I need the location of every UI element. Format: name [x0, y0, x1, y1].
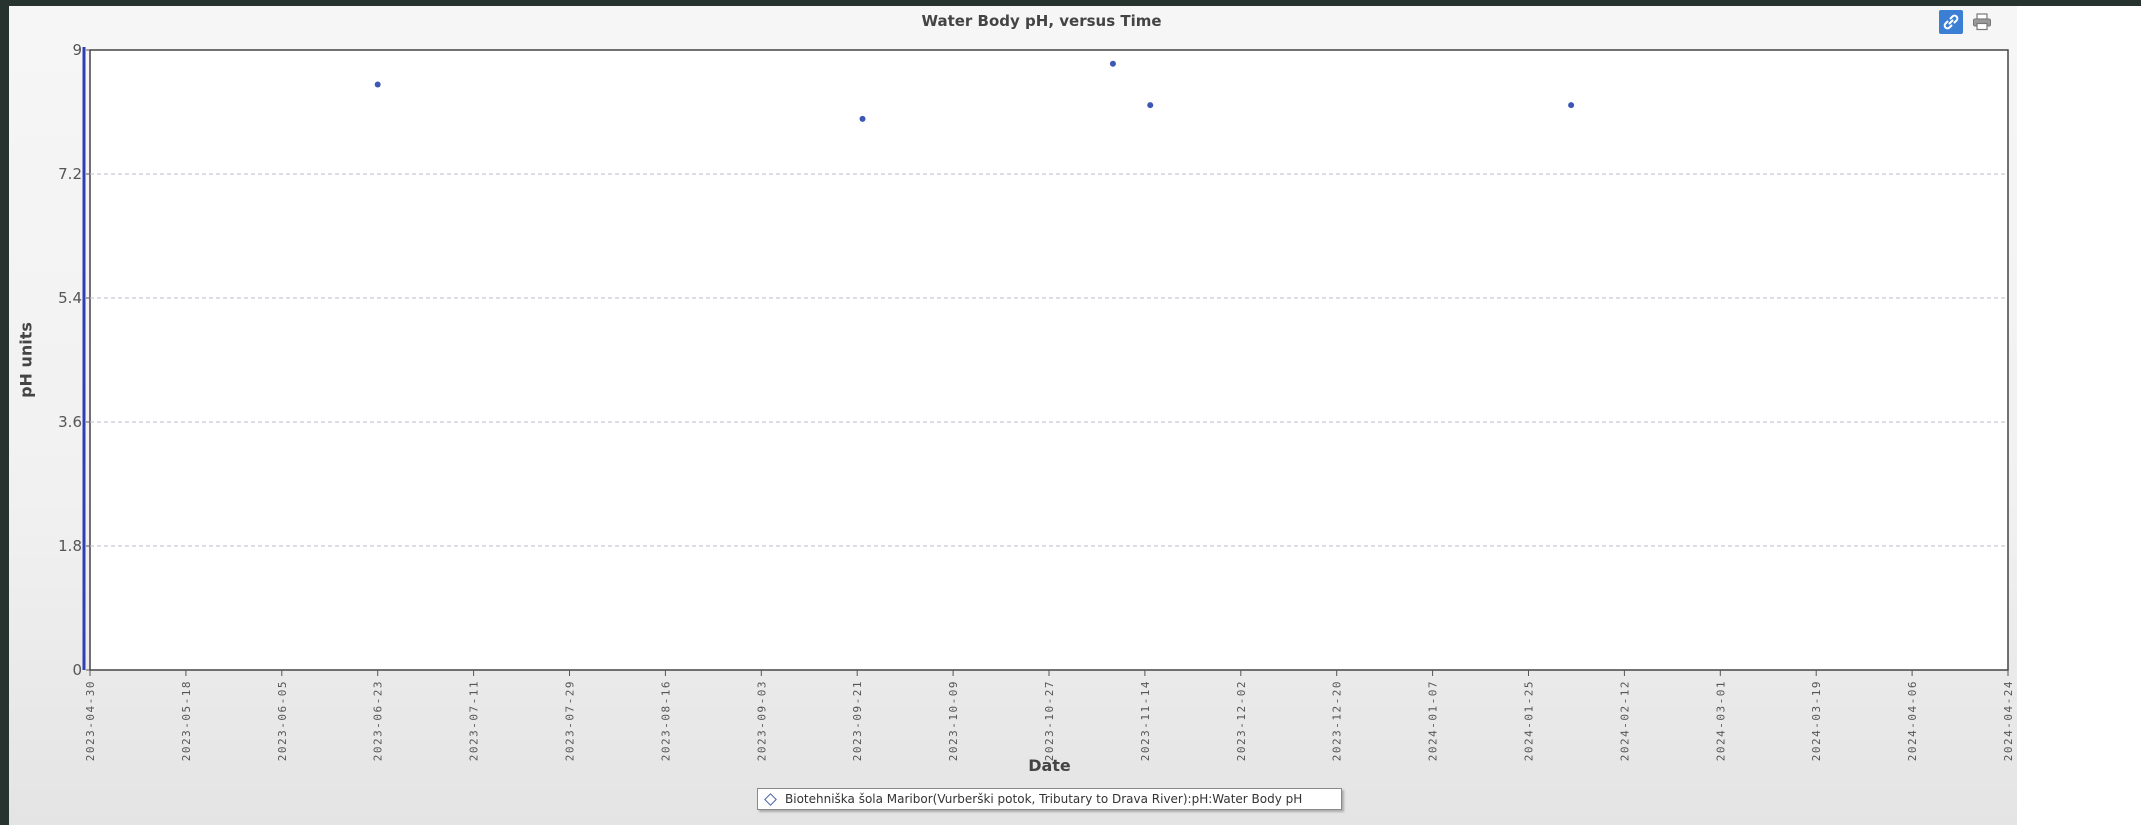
chart-title: Water Body pH, versus Time [921, 12, 1162, 30]
x-tick-label: 2023-11-14 [1139, 680, 1152, 761]
print-icon [1973, 13, 1991, 31]
x-tick-label: 2024-02-12 [1618, 680, 1631, 761]
legend-label: Biotehniška šola Maribor(Vurberški potok… [785, 792, 1303, 806]
link-icon [1943, 14, 1959, 30]
x-tick-label: 2024-04-24 [2002, 680, 2015, 761]
y-tick-label: 0 [72, 661, 82, 679]
y-tick-label: 1.8 [58, 537, 82, 555]
x-tick-label: 2024-01-07 [1427, 680, 1440, 761]
x-tick-label: 2024-01-25 [1523, 680, 1536, 761]
x-axis-label: Date [1028, 756, 1071, 775]
x-tick-label: 2023-04-30 [84, 680, 97, 761]
y-tick-label: 3.6 [58, 413, 82, 431]
y-tick-label: 7.2 [58, 165, 82, 183]
y-axis-label: pH units [16, 322, 36, 398]
x-tick-label: 2023-07-11 [468, 680, 481, 761]
print-button[interactable] [1970, 10, 1994, 34]
y-tick-label: 9 [72, 41, 82, 59]
plot-area [89, 49, 2009, 671]
x-tick-label: 2023-12-02 [1235, 680, 1248, 761]
x-tick-label: 2024-03-19 [1810, 680, 1823, 761]
x-tick-label: 2023-09-21 [851, 680, 864, 761]
x-tick-label: 2023-12-20 [1331, 680, 1344, 761]
x-tick-label: 2024-04-06 [1906, 680, 1919, 761]
x-tick-label: 2024-03-01 [1714, 680, 1727, 761]
data-point [1147, 102, 1154, 109]
x-tick-label: 2023-06-05 [276, 680, 289, 761]
page-margin [2017, 6, 2141, 825]
y-tick-label: 5.4 [58, 289, 82, 307]
legend-marker-icon [764, 792, 777, 806]
x-tick-label: 2023-07-29 [564, 680, 577, 761]
data-point [1109, 60, 1116, 67]
x-tick-label: 2023-06-23 [372, 680, 385, 761]
legend[interactable]: Biotehniška šola Maribor(Vurberški potok… [757, 788, 1342, 810]
data-point [374, 81, 381, 88]
link-button[interactable] [1939, 10, 1963, 34]
data-point [859, 115, 866, 122]
x-tick-label: 2023-08-16 [659, 680, 672, 761]
x-tick-label: 2023-09-03 [755, 680, 768, 761]
data-point [1568, 102, 1575, 109]
x-tick-label: 2023-10-27 [1043, 680, 1056, 761]
x-tick-label: 2023-05-18 [180, 680, 193, 761]
x-tick-label: 2023-10-09 [947, 680, 960, 761]
